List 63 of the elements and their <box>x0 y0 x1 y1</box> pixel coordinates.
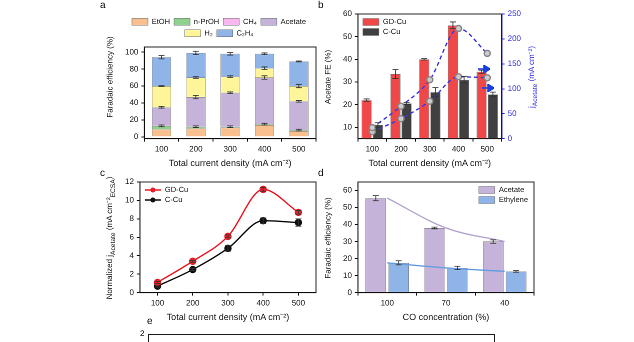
x-tick-label: 100 <box>154 144 169 154</box>
x-tick-label: 100 <box>366 144 380 154</box>
y-tick-label: 2 <box>129 269 134 278</box>
y-tick-label: 30 <box>342 236 352 246</box>
y-tick-label: 50 <box>342 202 352 212</box>
y-tick-label: 50 <box>342 32 352 41</box>
text: c <box>100 168 105 179</box>
x-tick-label: 100 <box>380 298 394 308</box>
x-tick-label: 100 <box>150 298 165 308</box>
text: 2 <box>140 329 144 338</box>
y-tick-label: 100 <box>124 47 139 56</box>
x-tick-label: 400 <box>256 298 270 308</box>
y-tick-label: 4 <box>129 250 134 260</box>
y-tick-label: 20 <box>342 100 352 109</box>
x-tick-label: 200 <box>189 144 204 154</box>
text: e <box>147 316 153 327</box>
y2-tick-label: 50 <box>508 108 518 118</box>
y-tick-label: 12 <box>124 177 134 186</box>
y2-tick-label: 0 <box>508 134 513 143</box>
y2-tick-label: 200 <box>508 34 522 44</box>
x-tick-label: 200 <box>394 144 408 154</box>
y-tick-label: 0 <box>129 288 134 297</box>
text: a <box>100 0 106 11</box>
y-tick-label: 20 <box>129 115 139 124</box>
x-tick-label: 400 <box>258 144 272 154</box>
x-tick-label: 500 <box>292 298 306 308</box>
y-tick-label: 60 <box>129 81 139 90</box>
y-tick-label: 10 <box>124 196 134 205</box>
x-axis-title: CO concentration (%) <box>402 312 490 322</box>
x-tick-label: 300 <box>221 298 236 308</box>
x-tick-label: 300 <box>223 144 238 154</box>
y-tick-label: 30 <box>342 77 352 86</box>
text: d <box>318 168 324 179</box>
y-tick-label: 40 <box>342 54 352 64</box>
y-tick-label: 8 <box>129 214 134 224</box>
y-tick-label: 40 <box>129 98 139 108</box>
y-tick-label: 10 <box>342 270 352 280</box>
x-axis-title: Total current density (mA cm⁻²) <box>168 158 292 168</box>
y-tick-label: 80 <box>129 64 139 74</box>
x-tick-label: 300 <box>423 144 437 154</box>
y-tick-label: 10 <box>342 122 352 132</box>
y2-tick-label: 250 <box>508 9 522 18</box>
x-axis-title: Total current density (mA cm⁻²) <box>166 312 290 322</box>
y2-tick-label: 150 <box>508 59 522 68</box>
x-tick-label: 500 <box>480 144 494 154</box>
x-tick-label: 500 <box>292 144 306 154</box>
y-tick-label: 60 <box>342 9 352 18</box>
y-tick-label: 0 <box>347 288 352 297</box>
x-tick-label: 70 <box>441 298 451 308</box>
x-axis-title: Total current density (mA cm⁻²) <box>368 158 492 168</box>
y-tick-label: 60 <box>342 186 352 195</box>
x-tick-label: 200 <box>186 298 200 308</box>
x-tick-label: 400 <box>452 144 466 154</box>
y-axis-title: Faradaic efficiency (%) <box>324 197 332 279</box>
y-axis-title: Faradaic efficiency (%) <box>106 36 114 118</box>
text: b <box>318 0 324 11</box>
y-tick-label: 40 <box>342 220 352 229</box>
y-tick-label: 20 <box>342 254 352 263</box>
y2-tick-label: 100 <box>508 84 522 93</box>
y-tick-label: 0 <box>134 132 139 142</box>
y-tick-label: 6 <box>129 232 134 242</box>
x-tick-label: 40 <box>500 298 510 308</box>
y-axis-title: Acetate FE (%) <box>324 50 332 104</box>
